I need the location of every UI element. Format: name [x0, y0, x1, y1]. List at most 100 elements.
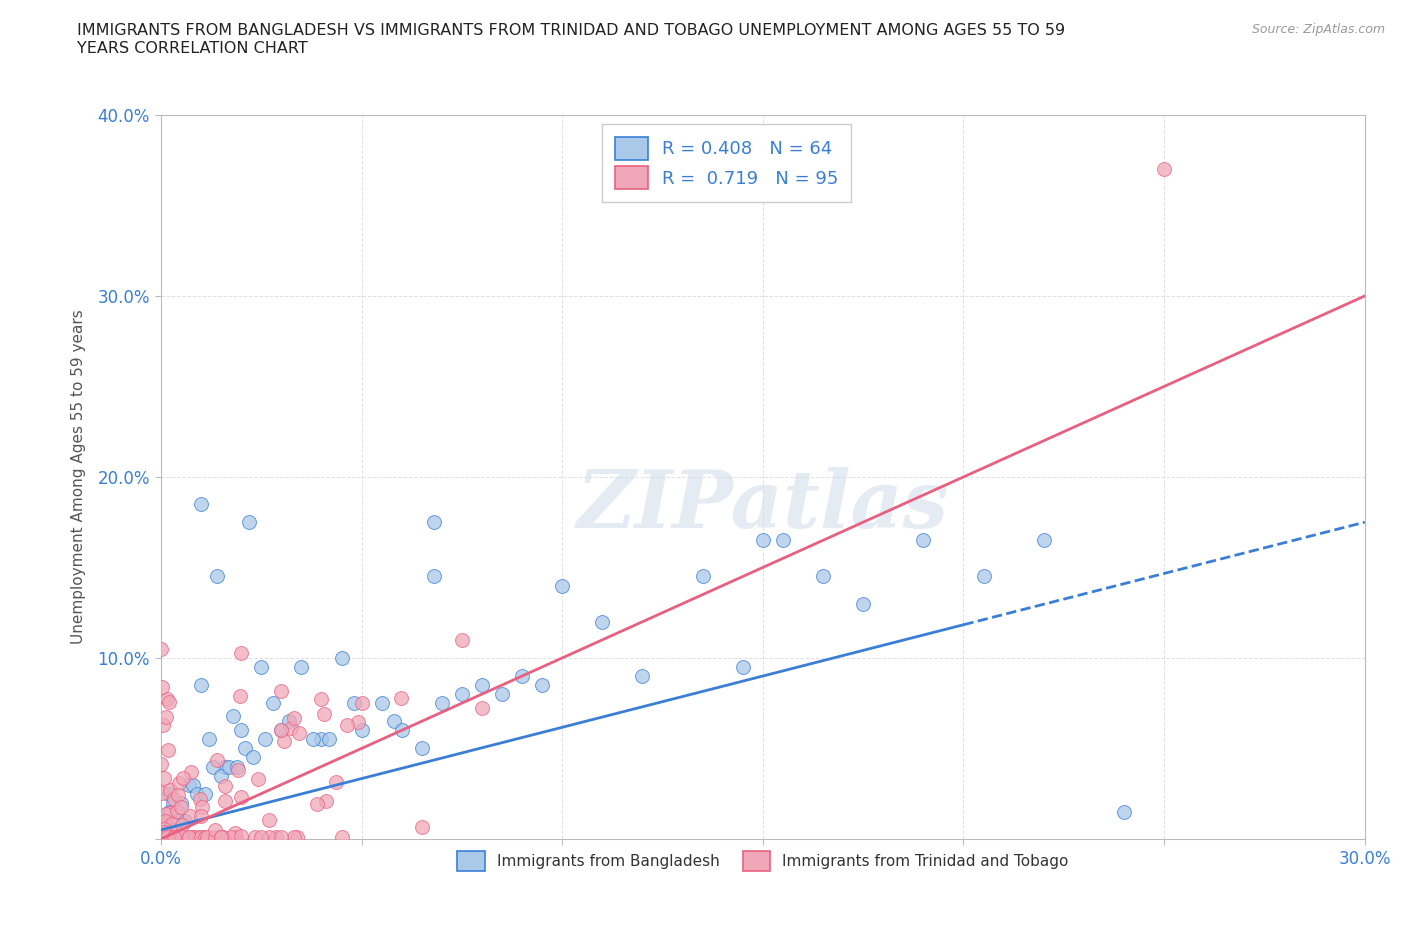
Point: [491, 686, 513, 701]
Point: [152, 718, 174, 733]
Point: [325, 775, 347, 790]
Point: [191, 800, 214, 815]
Point: [157, 695, 180, 710]
Point: [336, 718, 359, 733]
Point: [162, 830, 184, 844]
Point: [229, 688, 252, 703]
Point: [283, 830, 305, 844]
Point: [202, 759, 225, 774]
Point: [205, 752, 228, 767]
Point: [973, 569, 995, 584]
Point: [150, 679, 173, 694]
Point: [218, 759, 240, 774]
Point: [471, 700, 494, 715]
Point: [155, 807, 177, 822]
Point: [155, 830, 177, 844]
Point: [204, 830, 226, 844]
Legend: Immigrants from Bangladesh, Immigrants from Trinidad and Tobago: Immigrants from Bangladesh, Immigrants f…: [450, 844, 1076, 878]
Point: [250, 659, 273, 674]
Point: [155, 813, 177, 828]
Point: [186, 786, 208, 801]
Point: [273, 733, 295, 748]
Point: [170, 795, 193, 810]
Point: [270, 683, 292, 698]
Point: [231, 723, 253, 737]
Point: [163, 791, 186, 806]
Point: [330, 830, 353, 844]
Point: [179, 830, 201, 844]
Point: [342, 696, 364, 711]
Point: [631, 669, 654, 684]
Point: [772, 533, 794, 548]
Point: [190, 808, 212, 823]
Point: [389, 690, 412, 705]
Point: [174, 814, 197, 829]
Point: [231, 646, 253, 661]
Point: [225, 830, 247, 844]
Point: [190, 497, 212, 512]
Text: Source: ZipAtlas.com: Source: ZipAtlas.com: [1251, 23, 1385, 36]
Point: [285, 830, 308, 844]
Point: [451, 686, 474, 701]
Point: [181, 777, 204, 792]
Point: [423, 514, 446, 529]
Point: [212, 830, 235, 844]
Point: [1032, 533, 1054, 548]
Point: [170, 817, 193, 832]
Point: [179, 808, 201, 823]
Point: [551, 578, 574, 593]
Point: [280, 721, 302, 736]
Point: [155, 817, 177, 832]
Point: [350, 723, 373, 737]
Point: [181, 830, 204, 844]
Point: [153, 814, 176, 829]
Point: [451, 632, 474, 647]
Point: [209, 830, 232, 844]
Point: [162, 822, 184, 837]
Point: [150, 785, 173, 800]
Point: [163, 830, 186, 844]
Text: ZIPatlas: ZIPatlas: [576, 467, 949, 545]
Point: [471, 678, 494, 693]
Point: [194, 830, 217, 844]
Point: [912, 533, 935, 548]
Point: [264, 830, 287, 844]
Point: [270, 830, 292, 844]
Point: [391, 723, 413, 737]
Point: [226, 759, 249, 774]
Point: [270, 723, 292, 737]
Point: [411, 741, 433, 756]
Text: IMMIGRANTS FROM BANGLADESH VS IMMIGRANTS FROM TRINIDAD AND TOBAGO UNEMPLOYMENT A: IMMIGRANTS FROM BANGLADESH VS IMMIGRANTS…: [77, 23, 1066, 56]
Point: [167, 776, 190, 790]
Point: [290, 659, 312, 674]
Point: [311, 732, 333, 747]
Point: [852, 596, 875, 611]
Point: [157, 830, 180, 844]
Point: [283, 711, 305, 725]
Point: [278, 714, 301, 729]
Point: [224, 825, 246, 840]
Point: [152, 822, 174, 837]
Point: [1112, 804, 1135, 819]
Point: [209, 830, 232, 844]
Point: [214, 759, 236, 774]
Point: [318, 732, 340, 747]
Point: [242, 750, 264, 764]
Point: [219, 830, 242, 844]
Point: [531, 678, 554, 693]
Point: [205, 569, 228, 584]
Point: [204, 822, 226, 837]
Point: [150, 642, 173, 657]
Point: [302, 732, 325, 747]
Point: [198, 732, 221, 747]
Point: [153, 825, 176, 840]
Point: [288, 725, 311, 740]
Point: [159, 830, 181, 844]
Point: [262, 696, 284, 711]
Y-axis label: Unemployment Among Ages 55 to 59 years: Unemployment Among Ages 55 to 59 years: [72, 310, 86, 644]
Point: [157, 804, 180, 819]
Point: [423, 569, 446, 584]
Point: [305, 797, 328, 812]
Point: [160, 817, 183, 831]
Point: [314, 707, 336, 722]
